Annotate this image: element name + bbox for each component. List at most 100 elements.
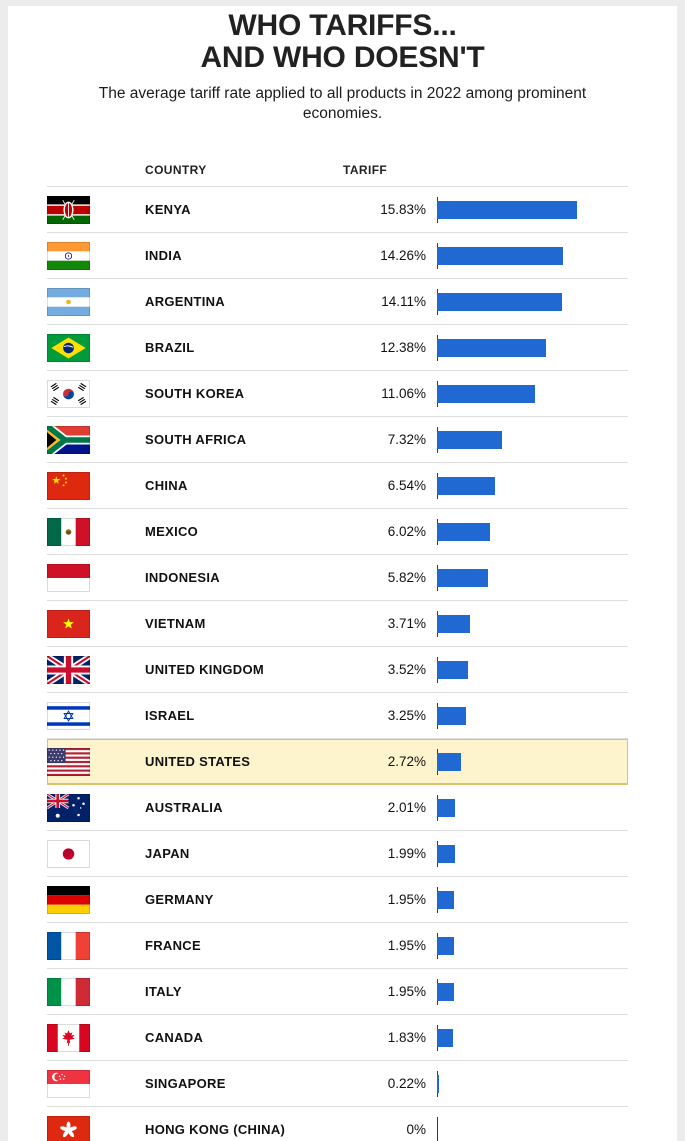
tariff-bar	[437, 799, 455, 817]
tariff-bar	[437, 615, 470, 633]
table-row-france: FRANCE 1.95%	[47, 923, 628, 969]
country-label: SINGAPORE	[145, 1076, 226, 1091]
table-row-argentina: ARGENTINA 14.11%	[47, 279, 628, 325]
tariff-bar	[437, 845, 455, 863]
tariff-value: 1.83%	[387, 1030, 426, 1045]
tariff-value: 1.95%	[387, 984, 426, 999]
us-flag-icon	[47, 748, 90, 776]
table-row-us: UNITED STATES 2.72%	[47, 739, 628, 785]
table-body: KENYA 15.83% INDIA 14.26% ARGENTINA 14.1…	[47, 187, 628, 1141]
country-label: CANADA	[145, 1030, 204, 1045]
tariff-table: COUNTRY TARIFF KENYA 15.83% INDIA 14.26%…	[47, 149, 628, 1141]
country-label: INDONESIA	[145, 570, 220, 585]
tariff-value: 3.52%	[387, 662, 426, 677]
tariff-bar	[437, 523, 491, 541]
tariff-value: 15.83%	[380, 202, 426, 217]
table-row-indonesia: INDONESIA 5.82%	[47, 555, 628, 601]
tariff-bar	[437, 1029, 454, 1047]
table-row-southkorea: SOUTH KOREA 11.06%	[47, 371, 628, 417]
indonesia-flag-icon	[47, 564, 90, 592]
tariff-bar	[437, 339, 547, 357]
china-flag-icon	[47, 472, 90, 500]
column-header-country: COUNTRY	[145, 163, 207, 177]
australia-flag-icon	[47, 794, 90, 822]
tariff-value: 1.99%	[387, 846, 426, 861]
country-label: ISRAEL	[145, 708, 195, 723]
germany-flag-icon	[47, 886, 90, 914]
tariff-bar	[437, 983, 455, 1001]
tariff-bar	[437, 753, 462, 771]
country-label: VIETNAM	[145, 616, 206, 631]
country-label: MEXICO	[145, 524, 199, 539]
title-line-1: WHO TARIFFS...	[228, 9, 457, 42]
country-label: SOUTH KOREA	[145, 386, 245, 401]
country-label: AUSTRALIA	[145, 800, 223, 815]
table-row-germany: GERMANY 1.95%	[47, 877, 628, 923]
chart-subtitle: The average tariff rate applied to all p…	[98, 84, 587, 122]
canada-flag-icon	[47, 1024, 90, 1052]
country-label: ITALY	[145, 984, 182, 999]
tariff-value: 12.38%	[380, 340, 426, 355]
tariff-value: 1.95%	[387, 892, 426, 907]
tariff-value: 0.22%	[387, 1076, 426, 1091]
tariff-value: 6.02%	[387, 524, 426, 539]
southafrica-flag-icon	[47, 426, 90, 454]
country-label: BRAZIL	[145, 340, 195, 355]
tariff-bar	[437, 293, 562, 311]
country-label: FRANCE	[145, 938, 201, 953]
japan-flag-icon	[47, 840, 90, 868]
table-row-singapore: SINGAPORE 0.22%	[47, 1061, 628, 1107]
tariff-value: 11.06%	[381, 386, 426, 401]
table-row-israel: ISRAEL 3.25%	[47, 693, 628, 739]
tariff-bar	[437, 201, 577, 219]
tariff-bar	[437, 477, 495, 495]
table-row-canada: CANADA 1.83%	[47, 1015, 628, 1061]
bar-axis-line	[437, 1117, 438, 1141]
column-header-tariff: TARIFF	[343, 163, 388, 177]
tariff-value: 5.82%	[387, 570, 426, 585]
country-label: SOUTH AFRICA	[145, 432, 247, 447]
tariff-value: 14.11%	[381, 294, 426, 309]
title-line-2: AND WHO DOESN'T	[200, 41, 485, 75]
tariff-bar	[437, 1075, 439, 1093]
country-label: UNITED STATES	[145, 754, 251, 769]
tariff-value: 3.71%	[387, 616, 426, 631]
israel-flag-icon	[47, 702, 90, 730]
france-flag-icon	[47, 932, 90, 960]
tariff-bar	[437, 891, 455, 909]
table-row-china: CHINA 6.54%	[47, 463, 628, 509]
table-row-hongkong: HONG KONG (CHINA) 0%	[47, 1107, 628, 1141]
tariff-value: 0%	[406, 1122, 426, 1137]
tariff-bar	[437, 569, 489, 587]
argentina-flag-icon	[47, 288, 90, 316]
tariff-bar	[437, 937, 455, 955]
country-label: JAPAN	[145, 846, 190, 861]
country-label: ARGENTINA	[145, 294, 225, 309]
chart-card: WHO TARIFFS... AND WHO DOESN'T The avera…	[8, 6, 677, 1141]
table-row-brazil: BRAZIL 12.38%	[47, 325, 628, 371]
tariff-bar	[437, 385, 535, 403]
brazil-flag-icon	[47, 334, 90, 362]
italy-flag-icon	[47, 978, 90, 1006]
country-label: KENYA	[145, 202, 191, 217]
tariff-value: 2.01%	[387, 800, 426, 815]
kenya-flag-icon	[47, 196, 90, 224]
table-row-japan: JAPAN 1.99%	[47, 831, 628, 877]
hongkong-flag-icon	[47, 1116, 90, 1141]
table-row-mexico: MEXICO 6.02%	[47, 509, 628, 555]
country-label: INDIA	[145, 248, 182, 263]
table-row-india: INDIA 14.26%	[47, 233, 628, 279]
mexico-flag-icon	[47, 518, 90, 546]
country-label: UNITED KINGDOM	[145, 662, 265, 677]
southkorea-flag-icon	[47, 380, 90, 408]
tariff-bar	[437, 431, 502, 449]
table-row-vietnam: VIETNAM 3.71%	[47, 601, 628, 647]
chart-title: WHO TARIFFS... AND WHO DOESN'T	[8, 9, 677, 75]
country-label: CHINA	[145, 478, 188, 493]
table-row-italy: ITALY 1.95%	[47, 969, 628, 1015]
vietnam-flag-icon	[47, 610, 90, 638]
tariff-value: 7.32%	[387, 432, 426, 447]
tariff-bar	[437, 661, 469, 679]
table-row-southafrica: SOUTH AFRICA 7.32%	[47, 417, 628, 463]
